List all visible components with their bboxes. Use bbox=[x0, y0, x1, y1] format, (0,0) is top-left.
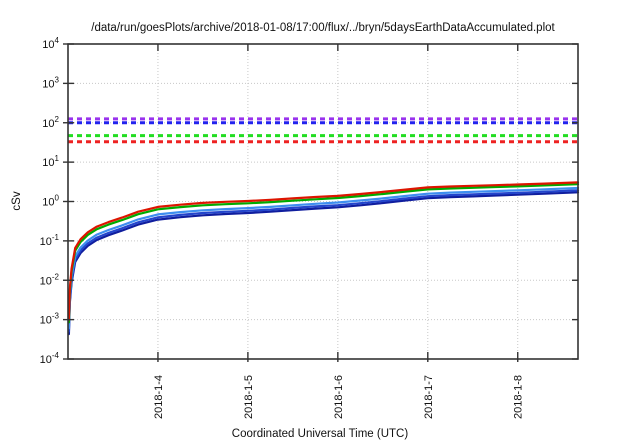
accumulated-dose-blue-line bbox=[67, 189, 580, 333]
y-axis-title: cSv bbox=[11, 191, 23, 210]
y-tick-label: 10-3 bbox=[40, 312, 60, 327]
grid-lines bbox=[68, 44, 578, 359]
accumulated-dose-lightblue-line bbox=[67, 186, 580, 330]
axes bbox=[63, 43, 579, 362]
data-series bbox=[67, 181, 580, 336]
x-tick-label: 2018-1-5 bbox=[243, 375, 255, 419]
y-tick-label: 103 bbox=[42, 75, 59, 90]
x-tick-label: 2018-1-4 bbox=[153, 375, 165, 419]
x-tick-label: 2018-1-6 bbox=[333, 375, 345, 419]
x-axis-title: Coordinated Universal Time (UTC) bbox=[232, 428, 409, 440]
plot-title: /data/run/goesPlots/archive/2018-01-08/1… bbox=[91, 22, 555, 34]
threshold-lines bbox=[68, 117, 578, 144]
y-tick-label: 10-2 bbox=[40, 272, 60, 287]
x-tick-label: 2018-1-7 bbox=[423, 375, 435, 419]
x-tick-label: 2018-1-8 bbox=[513, 375, 525, 419]
y-tick-label: 100 bbox=[42, 194, 59, 209]
accumulated-dose-navy-line bbox=[67, 191, 580, 336]
y-tick-label: 102 bbox=[42, 115, 59, 130]
y-tick-label: 10-1 bbox=[40, 233, 60, 248]
y-tick-label: 101 bbox=[42, 154, 59, 169]
tick-labels: 104 103 102 101 100 10-1 10-2 10-3 10-4 2018-1-4 2… bbox=[40, 36, 525, 419]
y-tick-label: 104 bbox=[42, 36, 59, 51]
accumulated-dose-red-line bbox=[67, 181, 580, 321]
accumulated-dose-green-line bbox=[67, 183, 580, 324]
y-tick-label: 10-4 bbox=[40, 351, 60, 366]
